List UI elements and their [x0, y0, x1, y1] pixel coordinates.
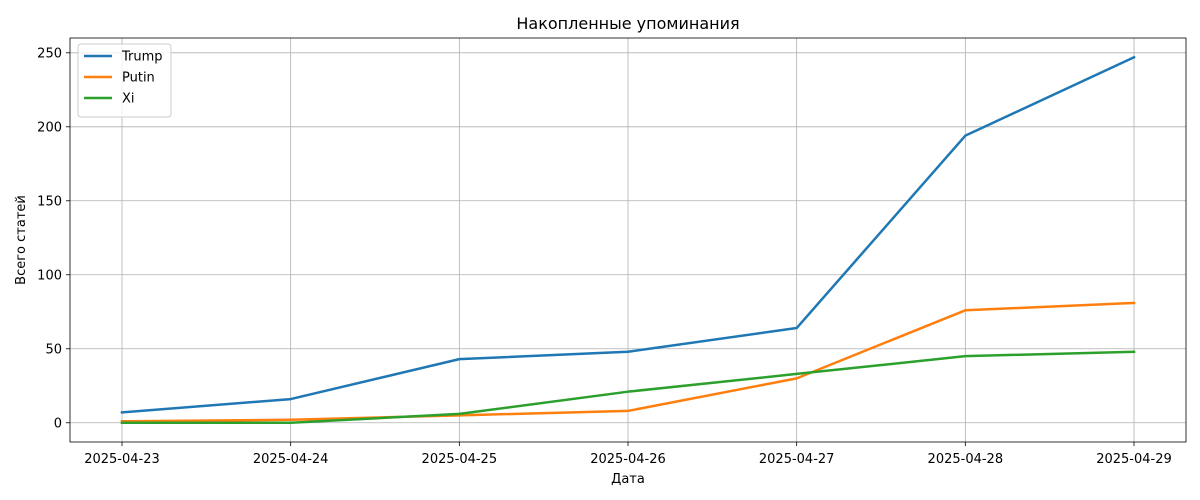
y-tick-label: 100 [37, 268, 62, 283]
y-tick-label: 0 [54, 416, 62, 431]
x-tick-label: 2025-04-29 [1096, 452, 1172, 467]
y-tick-label: 50 [45, 342, 62, 357]
y-tick-label: 250 [37, 46, 62, 61]
y-gridlines [70, 52, 1186, 424]
x-tick-label: 2025-04-24 [253, 452, 329, 467]
x-tick-label: 2025-04-26 [590, 452, 666, 467]
y-axis-ticks: 0 50 100 150 200 250 [37, 46, 70, 431]
legend-label-trump: Trump [121, 50, 163, 65]
x-tick-label: 2025-04-27 [759, 452, 835, 467]
x-axis-label: Дата [611, 472, 645, 487]
y-tick-label: 200 [37, 120, 62, 135]
chart-title: Накопленные упоминания [516, 14, 739, 33]
x-tick-label: 2025-04-23 [84, 452, 160, 467]
y-axis-label: Всего статей [14, 195, 29, 285]
x-gridlines [121, 38, 1135, 442]
x-tick-label: 2025-04-25 [422, 452, 498, 467]
series-lines [120, 55, 1136, 425]
legend-label-xi: Xi [122, 92, 135, 107]
x-tick-label: 2025-04-28 [928, 452, 1004, 467]
y-tick-label: 150 [37, 194, 62, 209]
x-axis-ticks: 2025-04-23 2025-04-24 2025-04-25 2025-04-26… [84, 442, 1172, 467]
legend-label-putin: Putin [122, 71, 155, 86]
legend: Trump Putin Xi [77, 43, 172, 118]
